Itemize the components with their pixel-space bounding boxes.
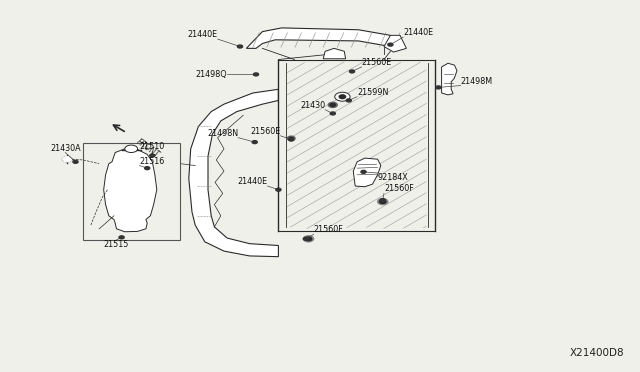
Circle shape (63, 157, 72, 162)
Circle shape (289, 137, 293, 140)
Circle shape (253, 73, 259, 76)
Circle shape (303, 237, 308, 240)
Text: 21440E: 21440E (237, 177, 268, 186)
Circle shape (380, 200, 386, 203)
Circle shape (335, 92, 350, 101)
Polygon shape (442, 63, 457, 95)
Circle shape (303, 236, 314, 242)
Text: 21599N: 21599N (357, 88, 388, 97)
Circle shape (119, 236, 124, 239)
Circle shape (330, 112, 335, 115)
Polygon shape (384, 35, 406, 52)
Polygon shape (353, 158, 381, 187)
Circle shape (125, 145, 138, 153)
Polygon shape (246, 28, 390, 48)
Circle shape (237, 45, 243, 48)
Text: 21515: 21515 (104, 240, 129, 249)
Circle shape (339, 95, 346, 99)
Text: 21560E: 21560E (250, 127, 280, 136)
Text: 21560F: 21560F (384, 185, 413, 193)
Bar (83, 143, 180, 240)
Circle shape (346, 99, 351, 102)
Polygon shape (323, 48, 346, 59)
Text: 21498N: 21498N (207, 129, 238, 138)
Text: FRONT: FRONT (135, 138, 161, 160)
Circle shape (388, 43, 393, 46)
Text: 21440E: 21440E (188, 30, 218, 39)
Text: 21430: 21430 (300, 101, 325, 110)
Circle shape (150, 154, 155, 157)
Circle shape (349, 70, 355, 73)
Circle shape (378, 199, 388, 205)
Circle shape (276, 188, 281, 191)
Circle shape (436, 86, 441, 89)
Text: 21510: 21510 (140, 142, 165, 151)
Circle shape (73, 160, 78, 163)
Circle shape (380, 199, 385, 202)
Circle shape (305, 237, 312, 241)
Text: 21560F: 21560F (314, 225, 343, 234)
Text: X21400D8: X21400D8 (570, 348, 624, 358)
Text: 21440E: 21440E (403, 28, 433, 37)
Text: 21560E: 21560E (362, 58, 392, 67)
Circle shape (328, 102, 337, 108)
Text: 92184X: 92184X (378, 173, 408, 182)
Polygon shape (189, 89, 278, 257)
Text: 21430A: 21430A (50, 144, 81, 153)
Circle shape (145, 167, 150, 170)
Circle shape (330, 103, 335, 106)
Circle shape (252, 141, 257, 144)
Circle shape (287, 136, 295, 141)
Circle shape (63, 157, 72, 162)
Text: 21516: 21516 (140, 157, 164, 166)
Text: 21498Q: 21498Q (196, 70, 227, 79)
Text: 21498M: 21498M (461, 77, 493, 86)
Circle shape (289, 138, 294, 141)
Polygon shape (104, 149, 157, 232)
Circle shape (361, 170, 366, 173)
